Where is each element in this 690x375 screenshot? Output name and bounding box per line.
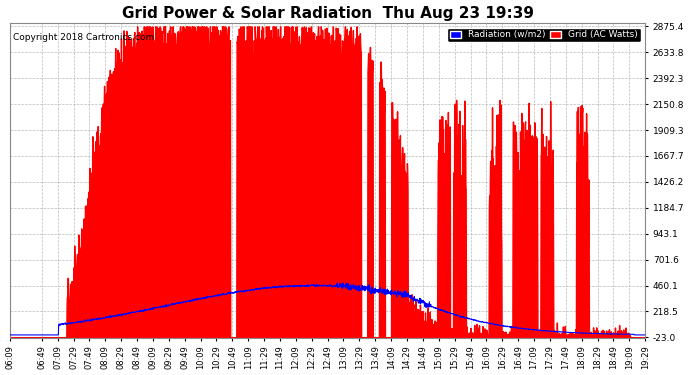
Title: Grid Power & Solar Radiation  Thu Aug 23 19:39: Grid Power & Solar Radiation Thu Aug 23 … <box>121 6 533 21</box>
Text: Copyright 2018 Cartronics.com: Copyright 2018 Cartronics.com <box>13 33 155 42</box>
Legend: Radiation (w/m2), Grid (AC Watts): Radiation (w/m2), Grid (AC Watts) <box>447 28 641 42</box>
